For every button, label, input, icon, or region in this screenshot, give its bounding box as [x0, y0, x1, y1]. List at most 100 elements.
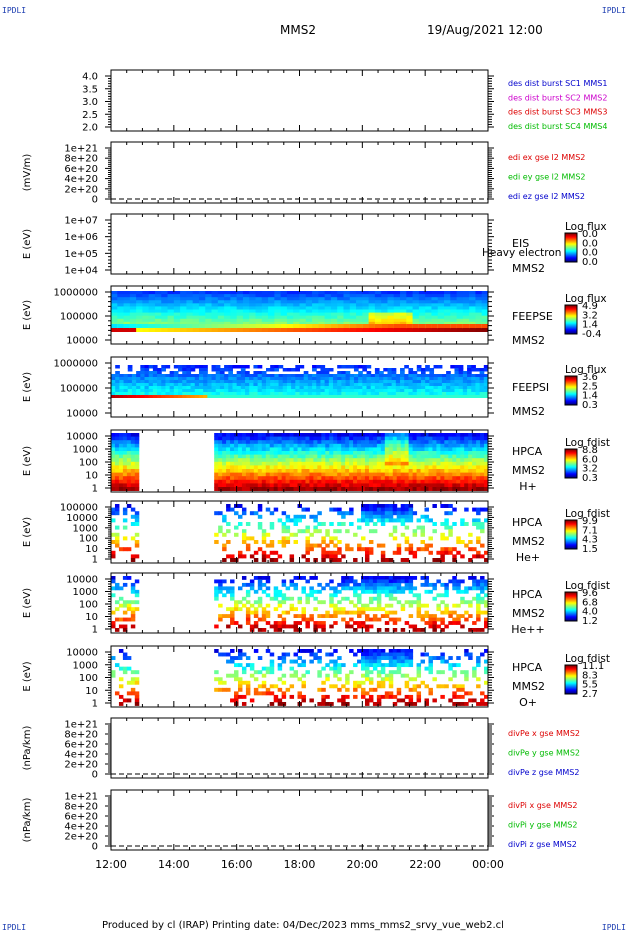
heat-cell	[374, 328, 382, 332]
heat-cell	[440, 617, 445, 622]
heat-cell	[237, 465, 243, 470]
heat-cell	[337, 306, 344, 310]
heat-cell	[330, 309, 338, 314]
heat-cell	[418, 300, 426, 304]
heat-cell	[412, 472, 418, 477]
heat-cell	[154, 312, 162, 317]
heat-cell	[361, 465, 366, 470]
colorbar-cell	[565, 608, 577, 610]
heat-cell	[273, 550, 279, 555]
heat-cell	[396, 451, 402, 455]
heat-cell	[412, 306, 420, 310]
instrument-label: HPCA	[512, 516, 543, 529]
heat-cell	[452, 547, 457, 552]
heat-cell	[337, 529, 342, 534]
heat-cell	[297, 472, 302, 477]
heat-cell	[305, 321, 313, 326]
heat-cell	[484, 582, 489, 587]
heat-cell	[379, 389, 384, 393]
heat-cell	[118, 483, 124, 488]
heat-cell	[307, 389, 313, 393]
colorbar-cell	[565, 318, 577, 320]
heat-cell	[253, 433, 259, 437]
heat-cell	[270, 389, 275, 393]
heat-cell	[249, 624, 255, 629]
colorbar-cell	[565, 255, 577, 257]
heat-cell	[274, 365, 280, 369]
heat-cell	[444, 303, 451, 307]
heat-cell	[218, 603, 223, 608]
heat-cell	[305, 465, 310, 470]
heat-cell	[129, 300, 137, 304]
heat-cell	[329, 476, 334, 481]
heat-cell	[301, 614, 306, 618]
heat-cell	[224, 383, 229, 387]
heat-cell	[205, 324, 213, 328]
heat-cell	[312, 380, 317, 384]
heat-cell	[140, 386, 146, 390]
heat-cell	[412, 576, 418, 580]
heat-cell	[230, 607, 235, 612]
heat-cell	[217, 303, 225, 307]
heat-cell	[484, 458, 489, 463]
heat-cell	[441, 389, 447, 393]
heat-cell	[324, 318, 332, 323]
heat-cell	[117, 306, 125, 310]
heat-cell	[381, 303, 388, 307]
heat-cell	[349, 315, 357, 320]
heat-cell	[122, 656, 128, 660]
heat-cell	[111, 328, 118, 332]
heat-cell	[265, 621, 271, 625]
heat-cell	[406, 294, 414, 298]
heat-cell	[425, 368, 430, 372]
heat-cell	[222, 451, 227, 455]
heat-cell	[224, 312, 231, 317]
heat-cell	[420, 377, 426, 381]
heat-cell	[372, 436, 378, 441]
heat-cell	[380, 589, 386, 594]
heat-cell	[118, 443, 124, 448]
heat-cell	[475, 386, 481, 390]
heat-cell	[392, 479, 398, 484]
heat-cell	[313, 436, 318, 441]
heat-cell	[349, 324, 357, 328]
heat-cell	[265, 479, 271, 484]
heat-cell	[245, 621, 251, 625]
heat-cell	[432, 476, 437, 481]
heat-cell	[364, 514, 370, 519]
heat-cell	[234, 511, 239, 516]
heat-cell	[122, 600, 128, 605]
heat-cell	[253, 614, 259, 618]
heat-cell	[280, 315, 288, 320]
colorbar-cell	[565, 258, 577, 260]
heat-cell	[299, 318, 307, 323]
heat-cell	[450, 312, 458, 317]
heat-cell	[456, 479, 461, 484]
heat-cell	[257, 628, 263, 632]
heat-cell	[257, 374, 263, 378]
heat-cell	[374, 309, 382, 314]
heat-cell	[148, 365, 154, 369]
heat-cell	[192, 328, 200, 332]
heat-cell	[396, 479, 402, 484]
heat-cell	[404, 433, 410, 437]
heat-cell	[136, 386, 141, 390]
heat-cell	[114, 451, 120, 455]
heat-cell	[312, 377, 317, 381]
heat-cell	[234, 443, 239, 448]
heat-cell	[241, 451, 247, 455]
heat-cell	[361, 511, 366, 516]
heat-cell	[157, 395, 162, 398]
colorbar-tick: 4.9	[582, 301, 598, 312]
heat-cell	[211, 328, 219, 332]
heat-cell	[404, 483, 410, 488]
heat-cell	[261, 461, 267, 466]
heat-cell	[361, 518, 366, 523]
heat-cell	[408, 504, 414, 508]
heat-cell	[456, 621, 461, 625]
heat-cell	[115, 377, 120, 381]
heat-cell	[130, 687, 136, 692]
heat-cell	[468, 476, 473, 481]
heat-cell	[404, 621, 410, 625]
heat-cell	[230, 589, 235, 594]
